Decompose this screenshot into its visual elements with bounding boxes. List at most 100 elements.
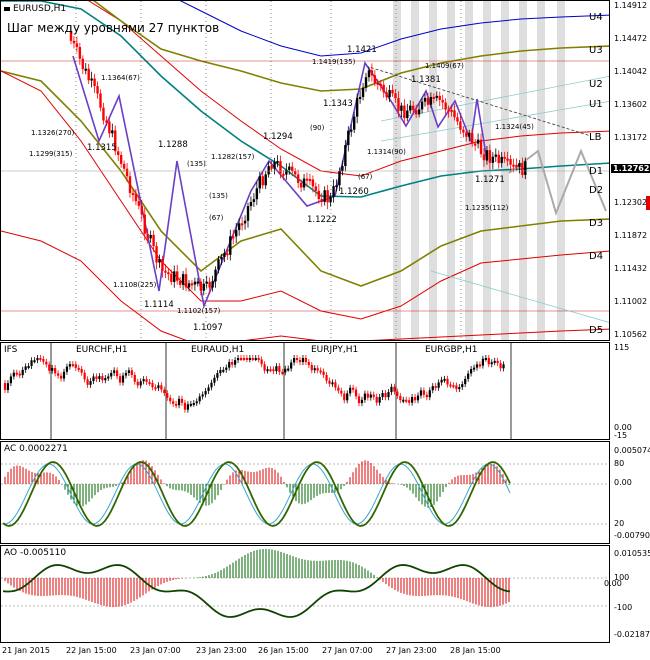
candle-body xyxy=(491,156,495,163)
candle-body xyxy=(350,129,353,132)
ao-tick: 0.0105352 xyxy=(614,549,650,558)
price-tick: 1.14042 xyxy=(614,67,648,76)
ifs-body xyxy=(387,392,390,398)
ifs-body xyxy=(263,364,266,371)
tiny-label: 1.1419(135) xyxy=(312,58,356,66)
level-u2: U2 xyxy=(589,79,603,90)
candle-body xyxy=(96,86,99,94)
time-tick: 21 Jan 2015 xyxy=(2,646,50,655)
candle-body xyxy=(178,280,182,285)
ifs-body xyxy=(133,374,136,382)
candle-body xyxy=(409,105,412,111)
ao-pane[interactable]: AO -0.005110 xyxy=(0,545,610,643)
ifs-body xyxy=(98,376,101,379)
ac-tick: 0.00 xyxy=(614,478,632,487)
price-tick: 1.12302 xyxy=(614,198,648,207)
tiny-label: 1.1282(157) xyxy=(211,153,255,161)
candle-body xyxy=(143,214,146,234)
candle-body xyxy=(305,178,309,181)
tiny-label: (67) xyxy=(358,173,373,181)
candle-body xyxy=(373,75,377,83)
price-label: 1.1294 xyxy=(263,132,293,142)
tiny-label: 1.1299(315) xyxy=(29,150,73,158)
ao-canvas xyxy=(1,548,609,618)
ifs-body xyxy=(154,387,157,390)
ifs-body xyxy=(30,360,33,367)
candle-body xyxy=(190,283,194,286)
ifs-body xyxy=(189,403,192,406)
ifs-body xyxy=(201,394,204,397)
candle-body xyxy=(473,143,477,146)
ifs-body xyxy=(136,381,139,386)
price-label: 1.1260 xyxy=(339,187,369,197)
ifs-body xyxy=(493,360,496,363)
candle-body xyxy=(485,150,489,161)
ifs-body xyxy=(275,366,278,372)
candle-body xyxy=(217,259,220,270)
price-axis[interactable]: 1.14912 1.14472 1.14042 1.13602 1.13172 … xyxy=(610,0,650,341)
ifs-body xyxy=(328,380,331,384)
candle-body xyxy=(465,132,468,137)
candle-body xyxy=(291,166,294,172)
time-tick: 22 Jan 15:00 xyxy=(66,646,117,655)
candle-body xyxy=(347,130,350,146)
ac-axis: 0.0050742 80 0.00 20 -0.0079006 xyxy=(610,441,650,544)
ac-canvas xyxy=(1,460,609,527)
candle-body xyxy=(264,174,267,186)
ifs-body xyxy=(502,364,505,369)
ifs-body xyxy=(411,397,414,403)
candle-body xyxy=(435,95,438,98)
candle-body xyxy=(255,188,259,200)
chart-subtitle: Шаг между уровнями 27 пунктов xyxy=(7,21,220,35)
candle-body xyxy=(497,154,500,164)
candle-body xyxy=(273,161,276,169)
ifs-body xyxy=(369,394,372,398)
ifs-body xyxy=(278,366,281,372)
zigzag xyxy=(72,55,488,309)
ifs-body xyxy=(163,389,166,394)
candle-body xyxy=(364,77,368,88)
ac-title: AC 0.0002271 xyxy=(4,444,68,454)
candle-body xyxy=(193,281,197,285)
ifs-body xyxy=(372,394,375,397)
ifs-body xyxy=(245,358,248,360)
ifs-body xyxy=(343,393,346,401)
ifs-body xyxy=(425,394,428,398)
tiny-label: 1.1409(67) xyxy=(425,62,464,70)
candle-body xyxy=(503,156,506,159)
ifs-body xyxy=(346,393,349,401)
session-band xyxy=(557,1,565,340)
ac-pane[interactable]: AC 0.0002271 xyxy=(0,441,610,544)
teal-fan-2 xyxy=(380,100,609,142)
candle-body xyxy=(335,185,338,188)
tiny-label: 1.1102(157) xyxy=(177,307,221,315)
main-chart-pane[interactable]: EURUSD,H1 Шаг между уровнями 27 пунктов … xyxy=(0,0,610,341)
ifs-body xyxy=(487,358,490,365)
ac-line xyxy=(2,461,511,527)
current-price-tag: 1.12762 xyxy=(611,164,650,173)
level-d4: D4 xyxy=(589,251,604,262)
ifs-body xyxy=(113,370,116,373)
price-tick: 1.13602 xyxy=(614,100,648,109)
candle-body xyxy=(158,258,161,263)
red-lower xyxy=(1,70,609,320)
ao-axis: 0.0105352 100 0.00 -100 -0.0218720 xyxy=(604,545,650,643)
ifs-body xyxy=(228,362,231,368)
level-d1: D1 xyxy=(589,166,604,177)
time-axis[interactable]: 21 Jan 2015 22 Jan 15:00 23 Jan 07:00 23… xyxy=(0,643,610,660)
price-label: 1.1222 xyxy=(307,215,337,225)
candle-body xyxy=(285,169,288,175)
ifs-pane[interactable]: IFS EURCHF,H1 EURAUD,H1 EURJPY,H1 EURGBP… xyxy=(0,342,610,440)
candle-body xyxy=(423,97,427,102)
candle-body xyxy=(397,98,400,111)
candle-body xyxy=(78,47,82,59)
ifs-body xyxy=(177,398,181,406)
ifs-body xyxy=(92,376,95,382)
ac-tick: -0.0079006 xyxy=(614,531,650,540)
candle-body xyxy=(468,132,471,137)
ifs-body xyxy=(175,403,178,406)
dashed-trend xyxy=(365,65,592,137)
ifs-body xyxy=(12,372,15,377)
candle-body xyxy=(308,179,312,182)
ifs-body xyxy=(124,372,128,376)
